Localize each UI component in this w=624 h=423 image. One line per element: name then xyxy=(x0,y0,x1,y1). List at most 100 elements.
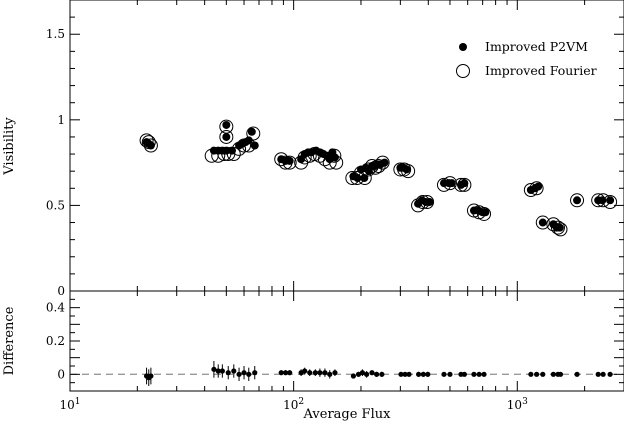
y-tick-label: 0 xyxy=(57,284,65,298)
difference-point xyxy=(528,371,534,377)
data-point-improved-p2vm xyxy=(447,179,456,188)
difference-point xyxy=(374,371,380,377)
data-point-improved-fourier xyxy=(246,126,261,141)
bottom-y-axis: 0 0.2 0.4 xyxy=(46,290,624,392)
top-x-ticks xyxy=(69,0,624,291)
y-tick-label: 0.2 xyxy=(46,334,65,348)
difference-point xyxy=(574,371,580,377)
difference-point xyxy=(534,371,540,377)
difference-point xyxy=(369,370,375,376)
difference-point xyxy=(278,370,284,376)
difference-point xyxy=(481,371,487,377)
legend-marker-improved-p2vm xyxy=(459,43,467,51)
data-point-improved-p2vm xyxy=(244,136,253,145)
data-point-improved-p2vm xyxy=(353,174,362,183)
data-point-improved-p2vm xyxy=(598,196,607,205)
x-tick-label: 101 xyxy=(59,397,80,412)
data-point-improved-p2vm xyxy=(146,141,155,150)
y-tick-label: 1.5 xyxy=(46,27,65,41)
difference-point xyxy=(148,373,154,379)
difference-panel: 0 0.2 0.4 101 102 103 Difference Average Flu… xyxy=(2,290,624,422)
legend-marker-improved-fourier xyxy=(456,64,470,78)
difference-point xyxy=(476,371,482,377)
data-point-improved-p2vm xyxy=(380,158,389,167)
y-tick-label: 0.4 xyxy=(46,301,65,315)
difference-point xyxy=(241,370,247,376)
difference-point xyxy=(461,371,467,377)
data-point-improved-fourier xyxy=(219,129,234,144)
y-tick-label: 0 xyxy=(57,367,65,381)
data-point-improved-p2vm xyxy=(555,223,564,232)
data-point-improved-p2vm xyxy=(425,197,434,206)
data-point-improved-fourier xyxy=(535,215,550,230)
legend: Improved P2VM Improved Fourier xyxy=(456,39,597,78)
difference-point xyxy=(350,373,356,379)
difference-point xyxy=(471,371,477,377)
data-point-improved-p2vm xyxy=(573,196,582,205)
difference-point xyxy=(287,370,293,376)
difference-point xyxy=(355,371,362,377)
data-point-improved-p2vm xyxy=(360,174,369,183)
legend-label-improved-fourier: Improved Fourier xyxy=(485,63,597,78)
difference-point xyxy=(246,371,252,377)
difference-point xyxy=(416,371,422,377)
difference-point xyxy=(307,370,313,376)
x-axis-label-average-flux: Average Flux xyxy=(303,407,392,422)
difference-point xyxy=(215,368,221,374)
difference-point xyxy=(359,370,366,376)
difference-point xyxy=(332,370,338,376)
difference-point xyxy=(219,368,225,374)
difference-point xyxy=(420,371,426,377)
data-point-improved-p2vm xyxy=(247,127,256,136)
data-point-improved-p2vm xyxy=(285,156,294,165)
data-point-improved-p2vm xyxy=(330,153,339,162)
difference-point xyxy=(327,371,333,377)
legend-label-improved-p2vm: Improved P2VM xyxy=(485,39,588,54)
difference-point xyxy=(211,366,217,372)
data-point-improved-p2vm xyxy=(227,146,236,155)
difference-point xyxy=(322,370,328,376)
data-point-improved-p2vm xyxy=(222,146,231,155)
visibility-panel: 0 0.5 1 1.5 Visibility Improved P2VM Improv… xyxy=(2,0,624,298)
difference-point xyxy=(282,370,289,376)
data-point-improved-p2vm xyxy=(222,120,231,129)
difference-point xyxy=(302,368,308,374)
data-point-improved-p2vm xyxy=(606,196,615,205)
difference-point xyxy=(447,371,453,377)
difference-point xyxy=(406,371,412,377)
difference-point xyxy=(379,371,385,377)
data-point-improved-p2vm xyxy=(222,132,231,141)
difference-point xyxy=(600,371,606,377)
data-point-improved-fourier xyxy=(570,193,585,208)
data-point-improved-p2vm xyxy=(534,182,543,191)
difference-point xyxy=(236,371,242,377)
top-data-points xyxy=(139,119,618,237)
data-point-improved-p2vm xyxy=(250,141,259,150)
data-point-improved-p2vm xyxy=(460,179,469,188)
difference-point xyxy=(557,371,564,377)
difference-point xyxy=(398,371,404,377)
difference-point xyxy=(225,370,231,376)
difference-point xyxy=(312,370,318,376)
bottom-x-axis: 101 102 103 xyxy=(59,291,624,412)
bottom-data-points xyxy=(143,361,613,386)
data-point-improved-fourier xyxy=(143,138,158,153)
difference-point xyxy=(441,371,447,377)
difference-point xyxy=(607,371,613,377)
difference-point xyxy=(595,371,601,377)
data-point-improved-p2vm xyxy=(481,208,490,217)
y-tick-label: 1 xyxy=(57,113,65,127)
difference-point xyxy=(550,371,556,377)
difference-point xyxy=(364,371,370,377)
difference-point xyxy=(231,368,237,374)
y-tick-label: 0.5 xyxy=(46,198,65,212)
data-point-improved-p2vm xyxy=(402,165,411,174)
x-tick-label: 103 xyxy=(507,397,528,412)
difference-point xyxy=(402,371,408,377)
difference-point xyxy=(425,371,431,377)
difference-point xyxy=(252,370,258,376)
difference-point xyxy=(540,371,546,377)
y-axis-label-visibility: Visibility xyxy=(2,117,17,176)
y-axis-label-difference: Difference xyxy=(2,306,17,375)
